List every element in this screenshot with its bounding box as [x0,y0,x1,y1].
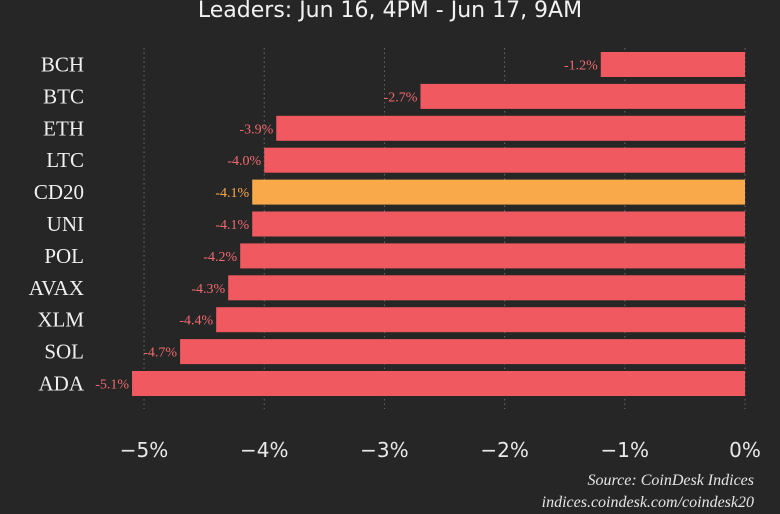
value-label: -5.1% [95,378,129,393]
value-label: -4.0% [227,154,261,169]
bar [264,147,745,173]
value-label: -4.3% [191,282,225,297]
bar [240,243,745,269]
bar [252,211,745,237]
chart-subtitle: Leaders: Jun 16, 4PM - Jun 17, 9AM [197,0,583,23]
category-label: AVAX [29,276,84,300]
category-label: ETH [43,116,84,140]
bar [420,83,745,109]
bar [228,275,745,301]
value-label: -4.1% [215,218,249,233]
x-tick-label: 0% [729,438,761,462]
value-label: -2.7% [384,90,418,105]
x-tick-label: −3% [360,438,409,462]
bar [180,339,745,365]
source-note: Source: CoinDesk Indices indices.coindes… [542,470,754,514]
category-label: LTC [46,148,84,172]
x-tick-label: −2% [480,438,529,462]
category-label: SOL [44,340,84,364]
x-tick-label: −1% [601,438,650,462]
value-label: -4.2% [203,250,237,265]
source-url: indices.coindesk.com/coindesk20 [541,494,754,511]
category-label: ADA [39,372,85,396]
value-label: -4.4% [179,314,213,329]
bar [216,307,746,333]
category-label: UNI [47,212,84,236]
category-label: BCH [41,53,84,77]
source-text: Source: CoinDesk Indices [587,472,754,489]
category-label: CD20 [34,180,84,204]
x-tick-label: −5% [120,438,169,462]
category-label: XLM [37,308,84,332]
x-tick-label: −4% [240,438,289,462]
category-label: BTC [43,84,84,108]
value-label: -4.1% [215,186,249,201]
value-label: -4.7% [143,346,177,361]
value-label: -1.2% [564,59,598,74]
value-label: -3.9% [239,122,273,137]
category-label: POL [44,244,84,268]
bar [600,52,745,77]
bar [132,371,745,396]
bar [276,115,745,141]
bar [252,179,745,205]
